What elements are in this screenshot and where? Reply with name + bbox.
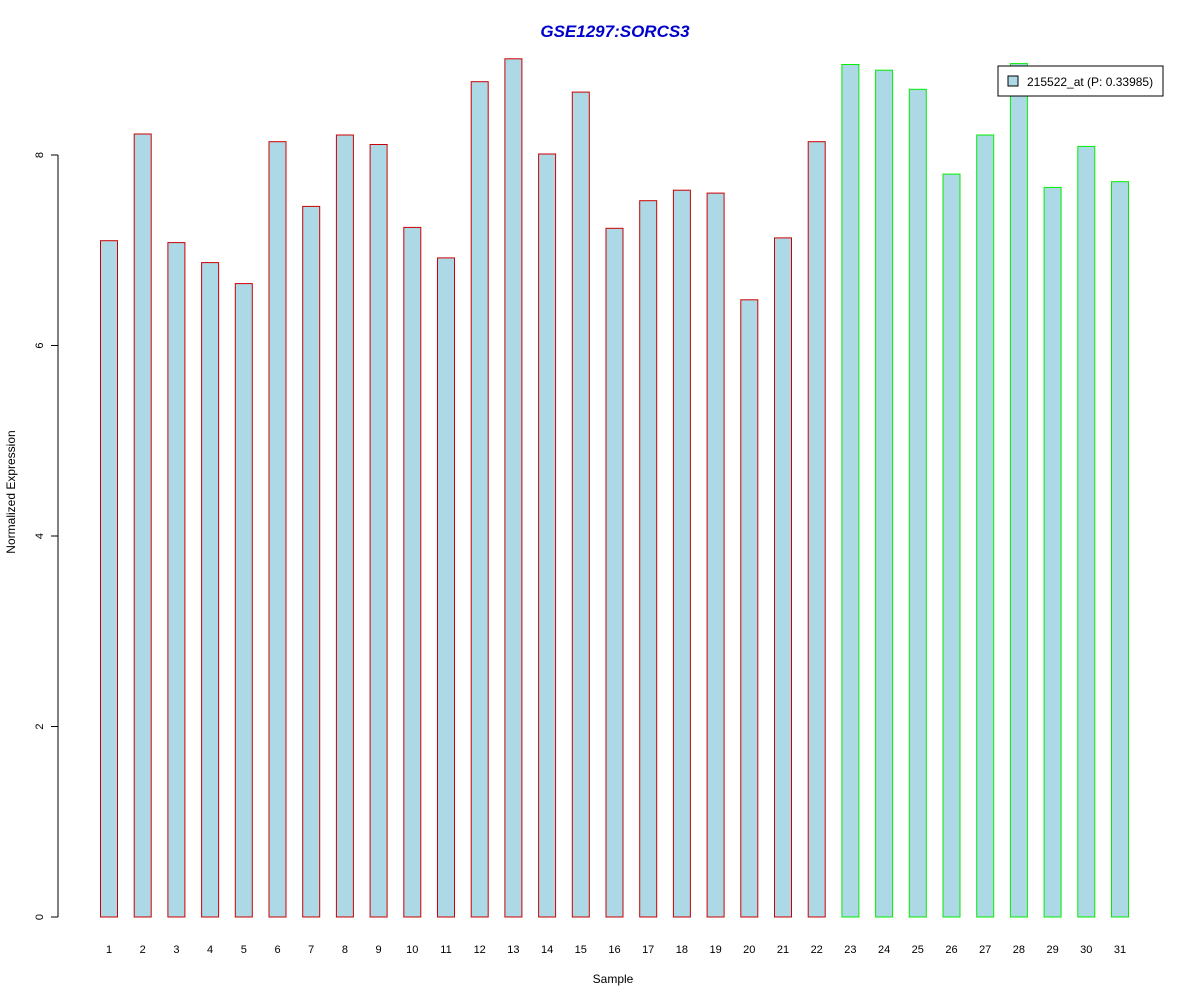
x-tick-label: 14 [541, 944, 553, 956]
x-tick-label: 13 [507, 944, 519, 956]
bar-sample-18 [672, 189, 691, 918]
x-tick-label: 8 [342, 944, 348, 956]
bar-sample-25 [908, 88, 927, 918]
bar-sample-10 [403, 226, 422, 918]
x-axis-title: Sample [593, 972, 634, 986]
bar-sample-13 [504, 58, 523, 918]
y-tick-label: 6 [34, 342, 46, 348]
bar-sample-20 [740, 299, 759, 918]
bars-group [100, 58, 1129, 918]
bar-sample-14 [538, 153, 557, 918]
x-tick-label: 29 [1046, 944, 1058, 956]
bar-sample-30 [1077, 145, 1096, 918]
bar-sample-27 [976, 134, 995, 918]
x-tick-label: 9 [376, 944, 382, 956]
x-tick-label: 4 [207, 944, 213, 956]
x-tick-label: 19 [709, 944, 721, 956]
x-tick-label: 24 [878, 944, 890, 956]
x-tick-label: 25 [912, 944, 924, 956]
bar-sample-11 [437, 257, 455, 918]
x-tick-label: 21 [777, 944, 789, 956]
x-tick-label: 12 [474, 944, 486, 956]
x-tick-label: 30 [1080, 944, 1092, 956]
x-tick-label: 5 [241, 944, 247, 956]
x-tick-label: 28 [1013, 944, 1025, 956]
bar-sample-4 [201, 262, 220, 918]
x-tick-label: 11 [440, 944, 451, 956]
bar-sample-1 [100, 240, 118, 918]
bar-sample-17 [639, 200, 658, 918]
y-axis-title: Normalized Expression [4, 430, 18, 553]
x-tick-label: 16 [608, 944, 620, 956]
bar-sample-8 [335, 134, 354, 918]
x-tick-label: 7 [308, 944, 314, 956]
legend: 215522_at (P: 0.33985) [997, 65, 1164, 97]
x-tick-label: 1 [106, 944, 112, 956]
bar-sample-31 [1111, 181, 1129, 918]
x-tick-label: 22 [811, 944, 823, 956]
chart-title: GSE1297:SORCS3 [540, 22, 690, 41]
x-tick-label: 31 [1114, 944, 1126, 956]
x-tick-label: 15 [575, 944, 587, 956]
x-tick-labels: 1 2 3 4 5 6 7 8 9 10 11 12 13 14 15 16 17 18 19 20 21 22 23 24 2… [106, 944, 1126, 956]
bar-sample-22 [807, 141, 826, 918]
y-axis: 0 2 4 6 8 [34, 152, 59, 920]
y-tick-label: 4 [34, 533, 46, 539]
bar-sample-26 [942, 173, 961, 918]
bar-sample-19 [706, 192, 725, 918]
bar-sample-21 [774, 237, 792, 918]
bar-sample-29 [1043, 186, 1062, 918]
x-tick-label: 18 [676, 944, 688, 956]
x-tick-label: 20 [743, 944, 755, 956]
bar-sample-28 [1009, 63, 1028, 918]
bar-sample-7 [302, 205, 321, 918]
x-tick-label: 23 [844, 944, 856, 956]
x-tick-label: 26 [945, 944, 957, 956]
bar-sample-5 [234, 283, 253, 918]
bar-sample-12 [470, 81, 489, 918]
x-tick-label: 6 [274, 944, 280, 956]
bar-sample-24 [875, 69, 894, 918]
bar-sample-16 [605, 227, 624, 918]
x-tick-label: 10 [406, 944, 418, 956]
bar-sample-15 [571, 91, 590, 918]
x-tick-label: 27 [979, 944, 991, 956]
x-tick-label: 3 [173, 944, 179, 956]
bar-sample-6 [268, 141, 287, 918]
y-tick-label: 8 [34, 152, 46, 158]
bar-sample-2 [133, 133, 152, 918]
x-tick-label: 2 [140, 944, 146, 956]
y-tick-label: 0 [34, 914, 46, 920]
legend-swatch [1007, 75, 1019, 87]
y-tick-label: 2 [34, 723, 46, 729]
bar-sample-9 [369, 144, 388, 918]
x-tick-label: 17 [642, 944, 654, 956]
legend-label: 215522_at (P: 0.33985) [1027, 75, 1153, 89]
bar-sample-23 [841, 64, 860, 918]
bar-sample-3 [167, 242, 186, 918]
legend-box [997, 65, 1164, 97]
